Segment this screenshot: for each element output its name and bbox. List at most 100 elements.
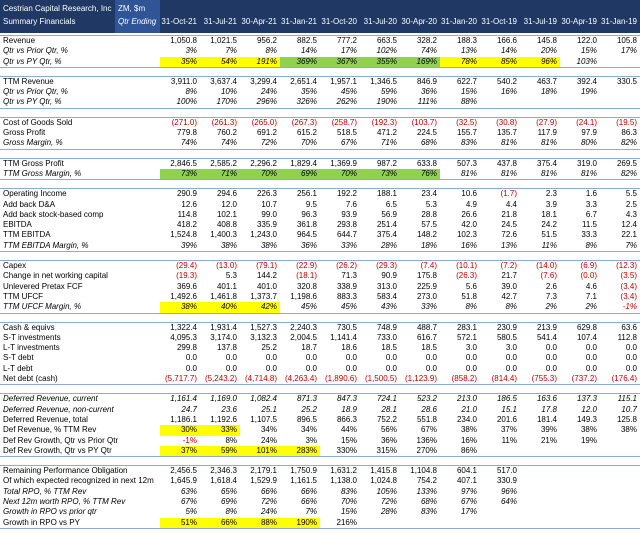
cell: 38% xyxy=(220,240,237,250)
cell: 779.8 xyxy=(176,128,197,138)
cell: 251.4 xyxy=(376,220,397,230)
cell: 18.9 xyxy=(341,404,357,414)
cell: 315% xyxy=(376,445,397,455)
subtitle: Summary Financials xyxy=(3,17,76,26)
cell: 21.8 xyxy=(501,209,517,219)
cell: 72.6 xyxy=(501,230,517,240)
cell: 616.7 xyxy=(416,332,437,342)
cell: 604.1 xyxy=(456,466,477,476)
cell: 10.7 xyxy=(261,199,277,209)
cell: 18.1 xyxy=(541,209,557,219)
cell: (271.0) xyxy=(171,117,197,127)
cell xyxy=(600,87,640,97)
cell: 1,618.4 xyxy=(210,476,237,486)
cell: 1,198.6 xyxy=(290,291,317,301)
cell xyxy=(560,487,600,497)
table-row: Growth in RPO vs PY 51% 66% 88% 190% 216% xyxy=(0,517,640,528)
cell: (1,123.9) xyxy=(404,374,437,384)
cell: 17% xyxy=(460,507,477,517)
cell: 11% xyxy=(501,435,517,445)
cell: 216% xyxy=(336,517,357,527)
cell: 70% xyxy=(300,138,317,148)
cell: 67% xyxy=(420,425,437,435)
cell: 0.0 xyxy=(545,363,557,373)
cell: 72% xyxy=(260,138,277,148)
cell: 24% xyxy=(260,507,277,517)
cell: 319.0 xyxy=(576,158,597,168)
cell xyxy=(520,497,560,507)
cell: 102% xyxy=(376,46,397,56)
cell: (7.4) xyxy=(420,261,437,271)
cell: (18.1) xyxy=(296,271,317,281)
cell: 21.0 xyxy=(461,404,477,414)
cell: 2,456.5 xyxy=(170,466,197,476)
cell xyxy=(480,446,520,456)
cell: 67% xyxy=(340,138,357,148)
cell: (261.3) xyxy=(211,117,237,127)
cell: 463.7 xyxy=(536,76,557,86)
cell: 401.1 xyxy=(216,281,237,291)
cell: 583.4 xyxy=(376,291,397,301)
cell: 866.3 xyxy=(336,414,357,424)
cell: 22.1 xyxy=(621,230,637,240)
cell: 24.2 xyxy=(541,220,557,230)
cell: 11.5 xyxy=(582,220,597,230)
cell: 65% xyxy=(220,486,237,496)
row-label: S-T debt xyxy=(3,353,34,363)
cell: 7% xyxy=(225,46,237,56)
cell xyxy=(520,446,560,456)
cell: 361.8 xyxy=(296,220,317,230)
cell: 117.9 xyxy=(537,128,557,138)
cell: 0.0 xyxy=(585,343,597,353)
cell: 335.9 xyxy=(256,220,277,230)
cell: 0.0 xyxy=(625,353,637,363)
cell: 96% xyxy=(500,486,517,496)
cell: 299.8 xyxy=(176,343,197,353)
cell: 201.6 xyxy=(496,414,517,424)
cell: 1,931.4 xyxy=(210,322,237,332)
cell: 3,911.0 xyxy=(170,76,197,86)
cell: (258.7) xyxy=(331,117,357,127)
cell: 38% xyxy=(580,425,597,435)
cell: 16% xyxy=(500,87,517,97)
cell: 166.6 xyxy=(496,36,517,45)
cell: 20% xyxy=(540,46,557,56)
cell: (265.0) xyxy=(251,117,277,127)
cell xyxy=(480,518,520,528)
cell: 956.2 xyxy=(256,36,277,45)
cell: 6.5 xyxy=(385,199,397,209)
cell: 170% xyxy=(216,97,237,107)
row-label: Def Rev Growth, Qtr vs Prior Qtr xyxy=(3,435,119,445)
cell: 4.4 xyxy=(505,199,517,209)
cell: (4,714.8) xyxy=(244,374,277,384)
row-label: TTM Gross Profit xyxy=(3,158,64,168)
cell: 39.0 xyxy=(501,281,517,291)
cell: 133% xyxy=(416,486,437,496)
column-header: 31-Jul-19 xyxy=(523,17,557,26)
cell: 375.4 xyxy=(536,158,557,168)
cell: 847.3 xyxy=(336,394,357,404)
cell: 21.7 xyxy=(501,271,517,281)
cell: 73% xyxy=(160,168,200,180)
section: Revenue 1,050.8 1,021.5 956.2 882.5 777.2 663.… xyxy=(0,35,640,68)
cell: 283% xyxy=(280,445,320,457)
cell: 18.5 xyxy=(381,343,397,353)
cell: 190% xyxy=(376,97,397,107)
cell: 12.6 xyxy=(181,199,197,209)
cell: 72% xyxy=(260,496,277,506)
cell: 748.9 xyxy=(376,322,397,332)
cell: 0.0 xyxy=(345,363,357,373)
row-label: Growth in RPO vs PY xyxy=(3,517,80,527)
cell: 326% xyxy=(296,97,317,107)
cell: 328.2 xyxy=(416,36,437,45)
cell: (79.1) xyxy=(256,261,277,271)
cell: 7% xyxy=(305,507,317,517)
cell: 1,024.8 xyxy=(370,476,397,486)
cell: 190% xyxy=(280,517,320,528)
table-row: Add back D&A 12.6 12.0 10.7 9.5 7.6 6.5 5.3 4.9 4… xyxy=(0,200,640,210)
cell: 24% xyxy=(260,435,277,445)
cell: 4.9 xyxy=(465,199,477,209)
cell: 70% xyxy=(320,168,360,180)
cell: (29.4) xyxy=(176,261,197,271)
cell: 330% xyxy=(336,445,357,455)
